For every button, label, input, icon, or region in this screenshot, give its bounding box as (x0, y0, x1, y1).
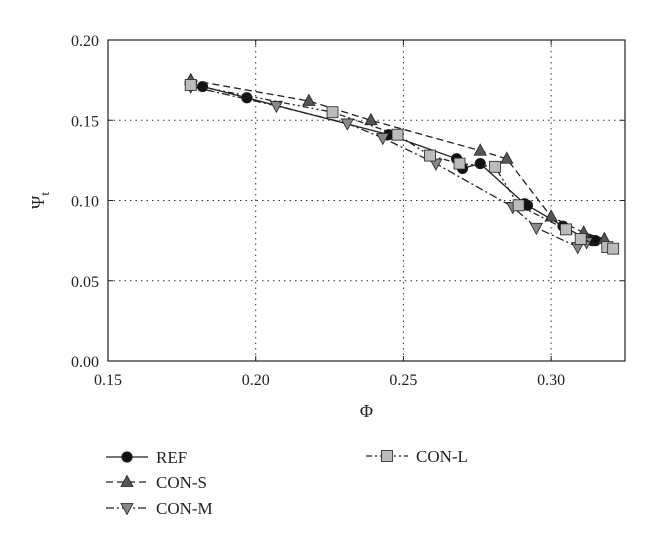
legend-item-con-m: CON-M (106, 499, 213, 518)
x-axis-label: Φ (360, 401, 373, 421)
y-axis-label: Ψt (28, 192, 52, 209)
x-tick-label: 0.25 (389, 372, 417, 389)
legend-item-con-s: CON-S (106, 473, 207, 492)
series-line-con-l (190, 84, 614, 250)
data-point-con-m (376, 133, 390, 146)
data-point-con-m (429, 158, 443, 171)
legend-label: CON-S (156, 473, 207, 492)
series-ref (196, 80, 602, 247)
data-point-con-l (607, 242, 620, 255)
series-layer (184, 72, 620, 255)
data-point-con-s (302, 93, 316, 106)
data-point-con-l (453, 157, 466, 170)
data-point-con-m (269, 100, 284, 114)
series-con-m (184, 81, 594, 255)
y-tick-label: 0.15 (71, 113, 99, 130)
y-tick-label: 0.10 (71, 194, 99, 211)
x-tick-label: 0.20 (242, 372, 270, 389)
y-axis-label-subscript: t (37, 192, 52, 196)
data-point-con-m (529, 222, 544, 236)
data-point-con-l (424, 149, 436, 162)
y-tick-label: 0.05 (71, 274, 99, 291)
x-tick-label: 0.30 (537, 372, 565, 389)
legend-marker (120, 503, 134, 516)
data-point-ref (474, 157, 486, 170)
data-point-con-l (391, 128, 404, 141)
data-point-con-l (574, 233, 587, 245)
series-con-s (184, 72, 611, 244)
data-point-con-s (364, 112, 378, 126)
legend-marker (120, 474, 134, 487)
y-tick-label: 0.20 (71, 33, 99, 50)
series-con-l (184, 79, 620, 255)
data-point-con-s (500, 151, 514, 164)
data-point-con-l (326, 106, 339, 119)
axis-ticks: 0.15 0.20 0.25 0.30 0.00 0.05 0.10 0.15 0.20 (71, 33, 625, 389)
legend-label: REF (156, 448, 187, 467)
legend: REF CON-S CON-M CON-L (106, 447, 468, 518)
data-point-con-l (489, 160, 501, 173)
y-axis-label-main: Ψ (28, 195, 48, 209)
y-tick-label: 0.00 (71, 354, 99, 371)
data-point-ref (196, 80, 209, 93)
series-line-ref (202, 85, 596, 242)
data-point-con-s (544, 209, 558, 222)
data-point-con-m (340, 118, 354, 131)
legend-marker (121, 451, 133, 463)
data-point-con-s (473, 143, 487, 156)
data-point-con-l (184, 79, 197, 91)
grid (108, 40, 625, 361)
legend-item-ref: REF (106, 448, 187, 467)
legend-marker (381, 450, 393, 462)
data-point-con-l (560, 223, 572, 236)
data-point-con-l (512, 199, 525, 212)
x-tick-label: 0.15 (94, 372, 122, 389)
series-line-con-s (190, 79, 605, 240)
legend-label: CON-M (156, 499, 213, 518)
legend-item-con-l: CON-L (366, 447, 468, 466)
series-line-con-m (190, 85, 587, 248)
legend-label: CON-L (416, 447, 468, 466)
